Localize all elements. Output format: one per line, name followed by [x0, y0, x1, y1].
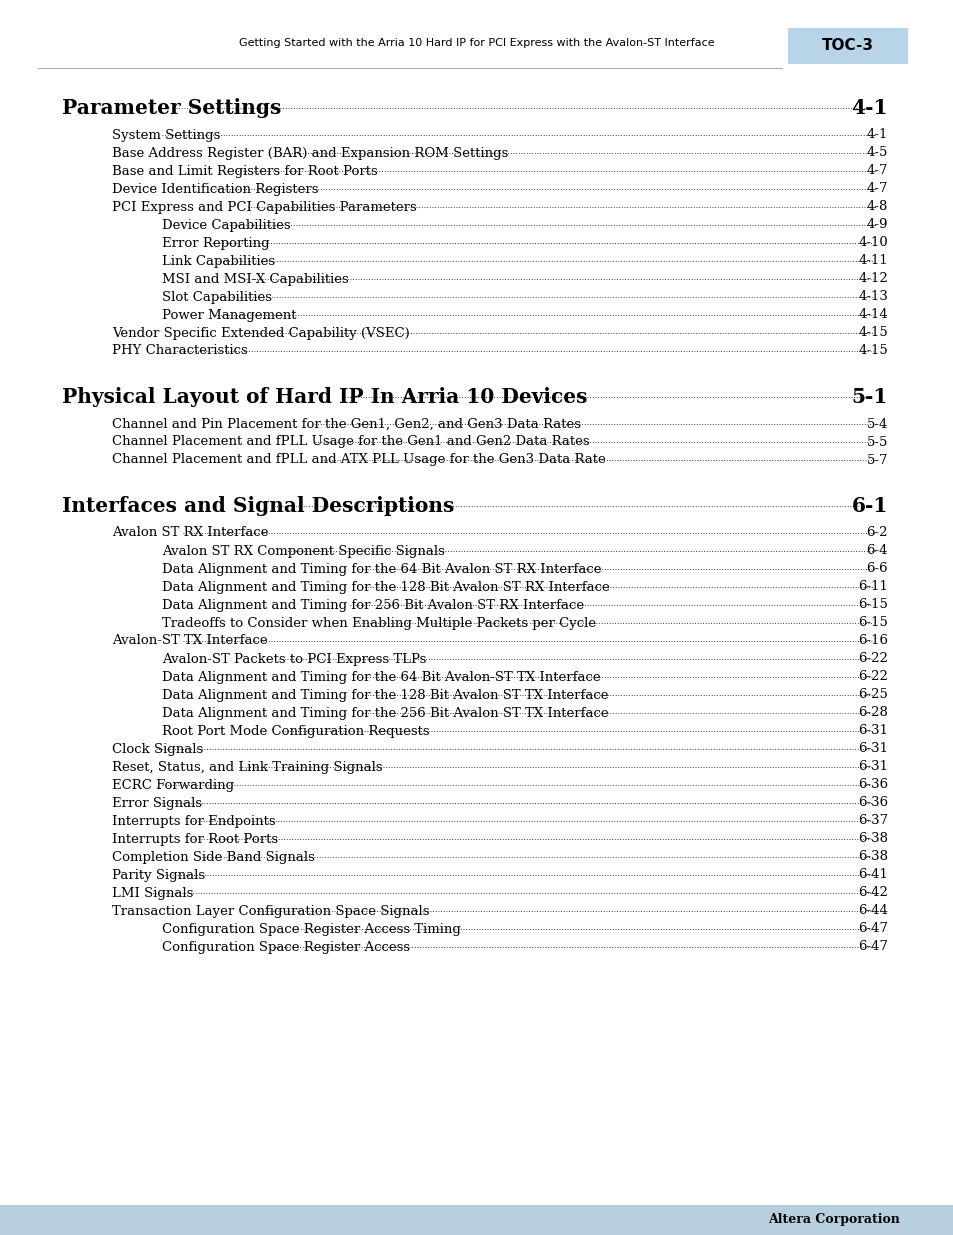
Text: 4-13: 4-13 — [858, 290, 887, 304]
Text: 6-38: 6-38 — [857, 851, 887, 863]
Text: 5-7: 5-7 — [865, 453, 887, 467]
Text: Getting Started with the Arria 10 Hard IP for PCI Express with the Avalon-ST Int: Getting Started with the Arria 10 Hard I… — [239, 38, 714, 48]
Text: Avalon ST RX Interface: Avalon ST RX Interface — [112, 526, 268, 540]
Text: Slot Capabilities: Slot Capabilities — [162, 290, 272, 304]
Text: 6-44: 6-44 — [858, 904, 887, 918]
Text: 4-12: 4-12 — [858, 273, 887, 285]
Text: Device Identification Registers: Device Identification Registers — [112, 183, 318, 195]
Text: 6-36: 6-36 — [857, 778, 887, 792]
Text: TOC-3: TOC-3 — [821, 38, 873, 53]
Text: Tradeoffs to Consider when Enabling Multiple Packets per Cycle: Tradeoffs to Consider when Enabling Mult… — [162, 616, 596, 630]
Text: MSI and MSI-X Capabilities: MSI and MSI-X Capabilities — [162, 273, 349, 285]
Text: PHY Characteristics: PHY Characteristics — [112, 345, 248, 357]
Text: 6-22: 6-22 — [858, 652, 887, 666]
Text: Parameter Settings: Parameter Settings — [62, 98, 281, 119]
Text: Base Address Register (BAR) and Expansion ROM Settings: Base Address Register (BAR) and Expansio… — [112, 147, 508, 159]
Text: Data Alignment and Timing for the 64 Bit Avalon-ST TX Interface: Data Alignment and Timing for the 64 Bit… — [162, 671, 600, 683]
Text: 4-5: 4-5 — [865, 147, 887, 159]
Text: Root Port Mode Configuration Requests: Root Port Mode Configuration Requests — [162, 725, 429, 737]
Text: 6-11: 6-11 — [858, 580, 887, 594]
Text: ECRC Forwarding: ECRC Forwarding — [112, 778, 233, 792]
Text: Physical Layout of Hard IP In Arria 10 Devices: Physical Layout of Hard IP In Arria 10 D… — [62, 387, 587, 408]
Text: 6-47: 6-47 — [857, 941, 887, 953]
Text: PCI Express and PCI Capabilities Parameters: PCI Express and PCI Capabilities Paramet… — [112, 200, 416, 214]
Text: 6-38: 6-38 — [857, 832, 887, 846]
Text: Power Management: Power Management — [162, 309, 296, 321]
Text: Data Alignment and Timing for the 128 Bit Avalon ST RX Interface: Data Alignment and Timing for the 128 Bi… — [162, 580, 609, 594]
Text: Avalon ST RX Component Specific Signals: Avalon ST RX Component Specific Signals — [162, 545, 444, 557]
Text: 4-9: 4-9 — [865, 219, 887, 231]
Text: 4-1: 4-1 — [865, 128, 887, 142]
Text: 4-11: 4-11 — [858, 254, 887, 268]
Text: Data Alignment and Timing for the 128 Bit Avalon ST TX Interface: Data Alignment and Timing for the 128 Bi… — [162, 688, 608, 701]
Text: Transaction Layer Configuration Space Signals: Transaction Layer Configuration Space Si… — [112, 904, 429, 918]
Text: 4-8: 4-8 — [865, 200, 887, 214]
Text: 6-47: 6-47 — [857, 923, 887, 935]
Text: 6-31: 6-31 — [857, 725, 887, 737]
Text: Data Alignment and Timing for 256 Bit Avalon ST RX Interface: Data Alignment and Timing for 256 Bit Av… — [162, 599, 583, 611]
Text: 6-16: 6-16 — [857, 635, 887, 647]
Text: Error Signals: Error Signals — [112, 797, 202, 809]
Text: Altera Corporation: Altera Corporation — [767, 1214, 899, 1226]
Text: Data Alignment and Timing for the 64 Bit Avalon ST RX Interface: Data Alignment and Timing for the 64 Bit… — [162, 562, 601, 576]
Text: Interrupts for Endpoints: Interrupts for Endpoints — [112, 815, 275, 827]
Text: Error Reporting: Error Reporting — [162, 236, 270, 249]
Text: 6-36: 6-36 — [857, 797, 887, 809]
Text: Clock Signals: Clock Signals — [112, 742, 203, 756]
Text: 4-7: 4-7 — [865, 183, 887, 195]
Bar — [0, 1205, 953, 1235]
Text: Channel Placement and fPLL Usage for the Gen1 and Gen2 Data Rates: Channel Placement and fPLL Usage for the… — [112, 436, 589, 448]
Text: LMI Signals: LMI Signals — [112, 887, 193, 899]
Text: Configuration Space Register Access: Configuration Space Register Access — [162, 941, 410, 953]
Text: 5-1: 5-1 — [851, 387, 887, 408]
Text: Configuration Space Register Access Timing: Configuration Space Register Access Timi… — [162, 923, 460, 935]
Text: 6-4: 6-4 — [865, 545, 887, 557]
Text: Device Capabilities: Device Capabilities — [162, 219, 291, 231]
Text: 5-4: 5-4 — [865, 417, 887, 431]
Text: 4-7: 4-7 — [865, 164, 887, 178]
Text: 6-37: 6-37 — [857, 815, 887, 827]
Text: Avalon-ST TX Interface: Avalon-ST TX Interface — [112, 635, 268, 647]
Text: 6-15: 6-15 — [858, 599, 887, 611]
Text: 6-22: 6-22 — [858, 671, 887, 683]
Text: System Settings: System Settings — [112, 128, 220, 142]
Text: 6-42: 6-42 — [858, 887, 887, 899]
Text: 6-31: 6-31 — [857, 761, 887, 773]
Text: Vendor Specific Extended Capability (VSEC): Vendor Specific Extended Capability (VSE… — [112, 326, 410, 340]
Text: 4-10: 4-10 — [858, 236, 887, 249]
Text: Link Capabilities: Link Capabilities — [162, 254, 274, 268]
Text: 6-41: 6-41 — [858, 868, 887, 882]
Text: Avalon-ST Packets to PCI Express TLPs: Avalon-ST Packets to PCI Express TLPs — [162, 652, 426, 666]
Text: Data Alignment and Timing for the 256 Bit Avalon ST TX Interface: Data Alignment and Timing for the 256 Bi… — [162, 706, 608, 720]
Text: 4-1: 4-1 — [851, 98, 887, 119]
Text: 6-6: 6-6 — [865, 562, 887, 576]
Text: 6-2: 6-2 — [865, 526, 887, 540]
Text: Reset, Status, and Link Training Signals: Reset, Status, and Link Training Signals — [112, 761, 382, 773]
Text: Base and Limit Registers for Root Ports: Base and Limit Registers for Root Ports — [112, 164, 377, 178]
Text: Completion Side Band Signals: Completion Side Band Signals — [112, 851, 314, 863]
Text: 4-15: 4-15 — [858, 326, 887, 340]
Text: 4-15: 4-15 — [858, 345, 887, 357]
Text: 4-14: 4-14 — [858, 309, 887, 321]
Text: 6-1: 6-1 — [851, 496, 887, 516]
Text: 6-28: 6-28 — [858, 706, 887, 720]
Text: Parity Signals: Parity Signals — [112, 868, 205, 882]
Text: 6-15: 6-15 — [858, 616, 887, 630]
Text: 6-31: 6-31 — [857, 742, 887, 756]
Bar — [787, 28, 907, 64]
Text: Channel Placement and fPLL and ATX PLL Usage for the Gen3 Data Rate: Channel Placement and fPLL and ATX PLL U… — [112, 453, 605, 467]
Text: Channel and Pin Placement for the Gen1, Gen2, and Gen3 Data Rates: Channel and Pin Placement for the Gen1, … — [112, 417, 580, 431]
Text: Interfaces and Signal Descriptions: Interfaces and Signal Descriptions — [62, 496, 454, 516]
Text: 6-25: 6-25 — [858, 688, 887, 701]
Text: 5-5: 5-5 — [865, 436, 887, 448]
Text: Interrupts for Root Ports: Interrupts for Root Ports — [112, 832, 278, 846]
